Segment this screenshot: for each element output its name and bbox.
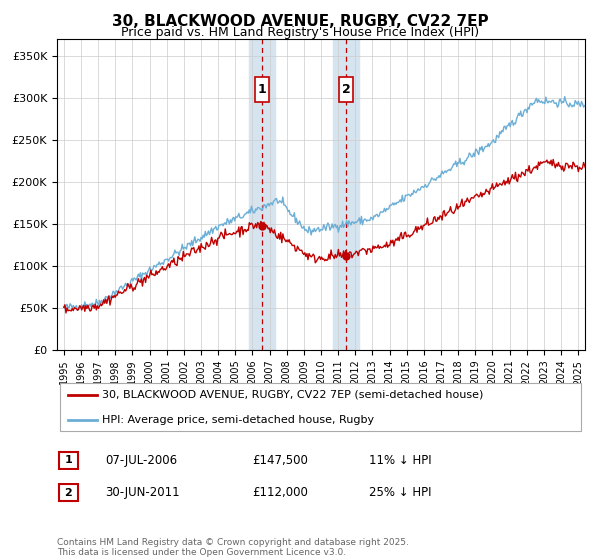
Text: 30, BLACKWOOD AVENUE, RUGBY, CV22 7EP: 30, BLACKWOOD AVENUE, RUGBY, CV22 7EP (112, 14, 488, 29)
Text: 1: 1 (65, 455, 72, 465)
Text: £147,500: £147,500 (252, 454, 308, 467)
Text: Contains HM Land Registry data © Crown copyright and database right 2025.
This d: Contains HM Land Registry data © Crown c… (57, 538, 409, 557)
Text: 2: 2 (341, 83, 350, 96)
Text: Price paid vs. HM Land Registry's House Price Index (HPI): Price paid vs. HM Land Registry's House … (121, 26, 479, 39)
Text: HPI: Average price, semi-detached house, Rugby: HPI: Average price, semi-detached house,… (102, 415, 374, 425)
Text: 25% ↓ HPI: 25% ↓ HPI (369, 486, 431, 500)
FancyBboxPatch shape (255, 77, 269, 102)
FancyBboxPatch shape (339, 77, 353, 102)
FancyBboxPatch shape (59, 484, 78, 501)
Bar (249, 39, 275, 350)
Text: 30, BLACKWOOD AVENUE, RUGBY, CV22 7EP (semi-detached house): 30, BLACKWOOD AVENUE, RUGBY, CV22 7EP (s… (102, 390, 483, 400)
Text: 30-JUN-2011: 30-JUN-2011 (105, 486, 179, 500)
Text: 11% ↓ HPI: 11% ↓ HPI (369, 454, 431, 467)
Text: 2: 2 (65, 488, 72, 498)
FancyBboxPatch shape (59, 452, 78, 469)
Text: 07-JUL-2006: 07-JUL-2006 (105, 454, 177, 467)
Text: 1: 1 (257, 83, 266, 96)
Text: £112,000: £112,000 (252, 486, 308, 500)
Bar (333, 39, 359, 350)
FancyBboxPatch shape (59, 384, 581, 431)
